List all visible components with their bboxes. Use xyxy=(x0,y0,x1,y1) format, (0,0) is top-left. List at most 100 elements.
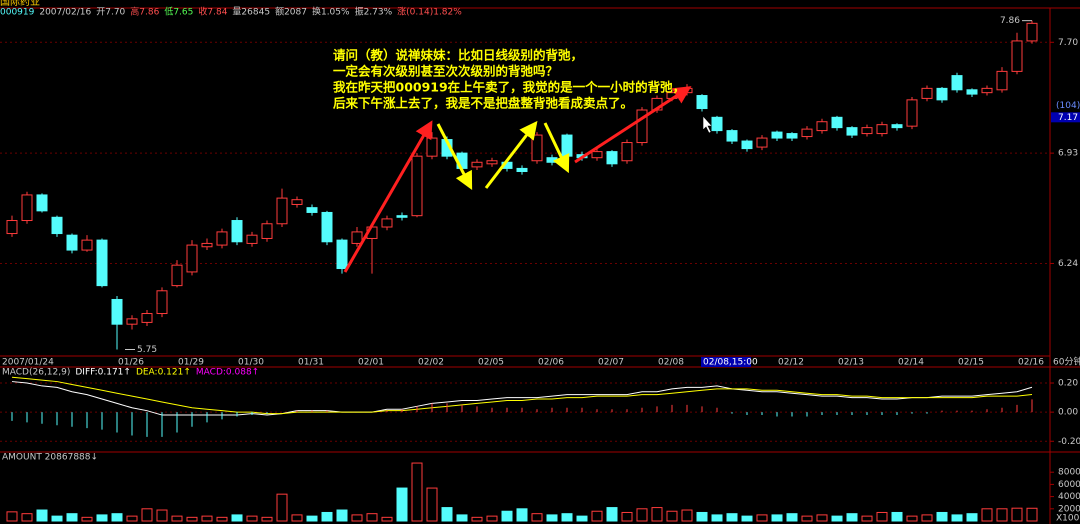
volume-bar xyxy=(411,462,423,522)
volume-bar xyxy=(471,516,483,522)
y-tick-label: 7.70 xyxy=(1058,38,1078,48)
high-marker: 7.86 xyxy=(1000,16,1020,26)
arrow xyxy=(484,120,538,189)
volume-bar xyxy=(426,487,438,522)
volume-bar xyxy=(591,510,603,522)
stock-name: 国际药业 xyxy=(0,0,40,8)
candle-body xyxy=(876,124,888,135)
volume-bar xyxy=(516,508,528,522)
volume-bar xyxy=(186,516,198,522)
candle-body xyxy=(411,155,423,217)
selected-label-bg xyxy=(701,357,751,367)
volume-bar xyxy=(531,513,543,522)
candle-body xyxy=(261,223,273,239)
macd-line xyxy=(11,381,1033,416)
volume-bar xyxy=(396,487,408,522)
candle-body xyxy=(66,234,78,251)
x-tick-label: 2007/01/24 xyxy=(2,358,54,368)
volume-bar xyxy=(231,514,243,522)
y-tick-label: 40000 xyxy=(1058,492,1080,502)
candle-body xyxy=(141,313,153,323)
quote-field: 振2.73% xyxy=(355,6,393,18)
x-tick-label: 02/08,15:00 xyxy=(703,358,758,368)
low-marker: 5.75 xyxy=(137,345,157,355)
annotation-line: 请问（教）说禅妹妹：比如日线级别的背弛， xyxy=(333,48,583,63)
x-tick-label: 02/06 xyxy=(538,358,564,368)
volume-bar xyxy=(801,515,813,522)
y-tick-label: 6.93 xyxy=(1058,149,1078,159)
candle-body xyxy=(186,244,198,273)
x-tick-label: 01/31 xyxy=(298,358,324,368)
quote-field: 000919 xyxy=(0,8,35,18)
candle-body xyxy=(966,89,978,95)
candle-body xyxy=(36,194,48,212)
candle-body xyxy=(831,116,843,129)
candle-body xyxy=(426,137,438,157)
quote-header: 000919 2007/02/16 开7.70 高7.86 低7.65 收7.84 量268… xyxy=(0,6,462,18)
x-tick-label: 01/29 xyxy=(178,358,204,368)
volume-bar xyxy=(1011,507,1023,522)
candle-body xyxy=(606,151,618,165)
volume-bar xyxy=(831,515,843,522)
y-tick-label: 6.24 xyxy=(1058,259,1078,269)
volume-bar xyxy=(876,511,888,522)
candle-body xyxy=(621,142,633,162)
volume-bar xyxy=(756,514,768,522)
x-tick-label: 02/14 xyxy=(898,358,924,368)
candle-body xyxy=(861,127,873,135)
volume-bar xyxy=(906,515,918,522)
candle-body xyxy=(111,298,123,325)
volume-bar xyxy=(786,513,798,522)
volume-bar xyxy=(996,508,1008,522)
volume-bar xyxy=(321,511,333,522)
y-tick-label: 80000 xyxy=(1058,468,1080,478)
volume-bar xyxy=(216,516,228,522)
volume-bar xyxy=(441,507,453,522)
quote-field: 换1.05% xyxy=(312,6,350,18)
quote-field: 2007/02/16 xyxy=(39,8,91,18)
candle-body xyxy=(771,131,783,139)
volume-bar xyxy=(846,513,858,522)
volume-bar xyxy=(816,514,828,522)
candle-body xyxy=(906,99,918,127)
volume-bar xyxy=(651,507,663,522)
arrow xyxy=(343,120,433,273)
volume-bar xyxy=(156,509,168,522)
quote-field: 高7.86 xyxy=(130,6,159,18)
candle-body xyxy=(336,239,348,270)
candle-body xyxy=(756,137,768,148)
volume-bar xyxy=(951,514,963,522)
candle-body xyxy=(591,151,603,159)
candle-body xyxy=(471,161,483,168)
volume-bar xyxy=(171,515,183,522)
candle-body xyxy=(711,116,723,132)
period-label: 60分钟 xyxy=(1053,356,1080,368)
volume-bar xyxy=(306,515,318,522)
candle-body xyxy=(1011,40,1023,72)
volume-bar xyxy=(621,511,633,522)
candle-body xyxy=(846,127,858,136)
candle-body xyxy=(396,215,408,218)
mouse-pointer xyxy=(702,115,713,134)
volume-bar xyxy=(81,516,93,522)
volume-bar xyxy=(981,508,993,522)
candle-body xyxy=(351,231,363,244)
cursor-price: 7.17 xyxy=(1058,113,1078,123)
volume-bar xyxy=(276,493,288,522)
volume-bar xyxy=(606,507,618,522)
candle-body xyxy=(171,264,183,287)
candle-body xyxy=(291,199,303,205)
volume-bar xyxy=(6,511,18,522)
volume-bar xyxy=(111,513,123,522)
volume-bar xyxy=(891,511,903,522)
volume-bar xyxy=(126,515,138,522)
y-tick-label: 0.00 xyxy=(1058,408,1078,418)
indicator-title: AMOUNT 20867888↓ xyxy=(2,453,98,463)
volume-bar xyxy=(666,510,678,522)
volume-bar xyxy=(21,513,33,522)
candle-body xyxy=(726,130,738,142)
candle-body xyxy=(996,70,1008,91)
volume-bar xyxy=(1026,507,1038,522)
arrow xyxy=(436,123,473,190)
